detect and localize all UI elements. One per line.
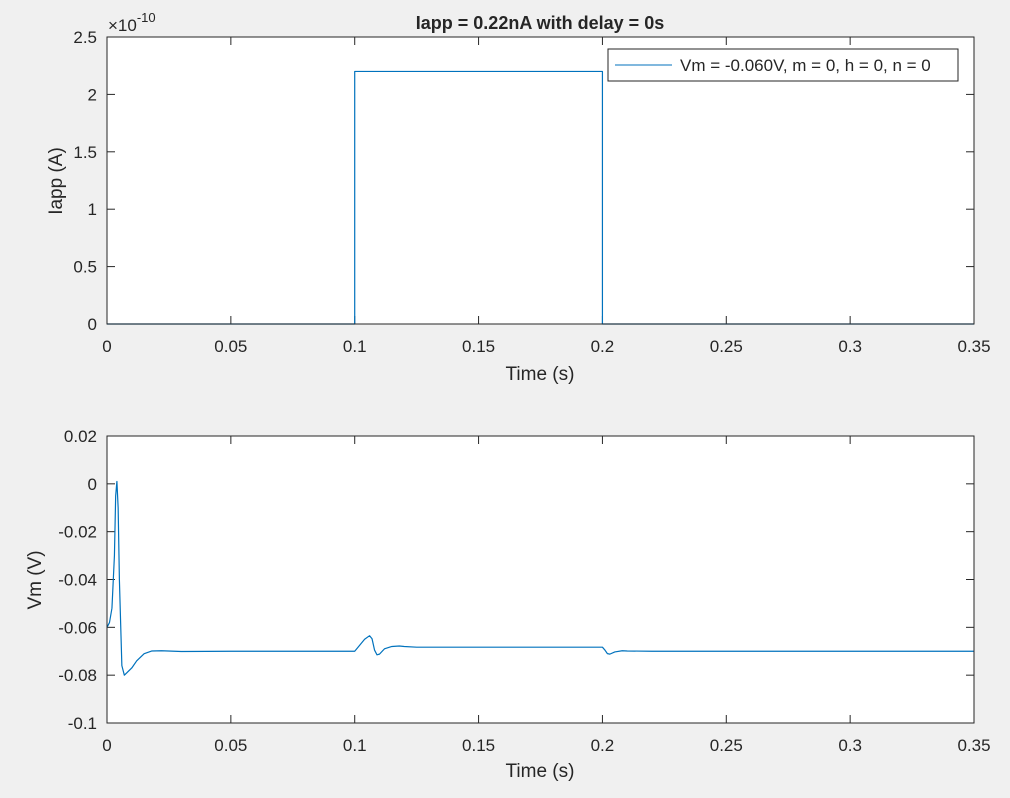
- top-x-tick-label: 0.25: [710, 337, 743, 356]
- top-x-tick-label: 0: [102, 337, 111, 356]
- bottom-y-tick-label: -0.08: [58, 666, 97, 685]
- top-x-tick-label: 0.05: [214, 337, 247, 356]
- bottom-y-tick-label: 0.02: [64, 427, 97, 446]
- top-y-tick-label: 1.5: [73, 143, 97, 162]
- top-x-axis-label: Time (s): [506, 364, 575, 385]
- top-y-axis-label: Iapp (A): [46, 147, 67, 215]
- legend-entry-label: Vm = -0.060V, m = 0, h = 0, n = 0: [680, 56, 931, 75]
- legend: Vm = -0.060V, m = 0, h = 0, n = 0: [607, 48, 959, 82]
- bottom-y-axis-label: Vm (V): [25, 550, 46, 609]
- bottom-axes-box: [106, 435, 975, 724]
- top-x-tick-label: 0.2: [591, 337, 615, 356]
- bottom-x-tick-label: 0.35: [957, 736, 990, 755]
- top-y-tick-label: 1: [88, 200, 97, 219]
- top-axes-ticks: 0 0.05 0.1 0.15 0.2 0.25 0.3 0.35 0 0.5 1 1.5 2 2.5: [73, 28, 990, 356]
- bottom-x-tick-label: 0: [102, 736, 111, 755]
- bottom-x-tick-label: 0.1: [343, 736, 367, 755]
- bottom-y-tick-label: -0.04: [58, 571, 97, 590]
- bottom-axes-lines: [106, 480, 974, 676]
- bottom-x-axis-label: Time (s): [506, 761, 575, 782]
- bottom-x-tick-label: 0.15: [462, 736, 495, 755]
- top-y-tick-label: 0: [88, 315, 97, 334]
- top-y-tick-label: 2.5: [73, 28, 97, 47]
- bottom-y-tick-label: -0.1: [68, 714, 97, 733]
- top-x-tick-label: 0.35: [957, 337, 990, 356]
- bottom-y-tick-label: -0.06: [58, 618, 97, 637]
- bottom-x-tick-label: 0.3: [838, 736, 862, 755]
- bottom-y-tick-label: 0: [88, 475, 97, 494]
- bottom-x-tick-label: 0.05: [214, 736, 247, 755]
- top-x-tick-label: 0.3: [838, 337, 862, 356]
- bottom-series-line: [106, 480, 974, 676]
- top-y-tick-label: 2: [88, 85, 97, 104]
- top-axes-box: [106, 36, 975, 325]
- bottom-y-tick-label: -0.02: [58, 523, 97, 542]
- top-x-tick-label: 0.15: [462, 337, 495, 356]
- top-y-exponent: ×10-10: [108, 10, 156, 35]
- top-x-tick-label: 0.1: [343, 337, 367, 356]
- top-chart-title: Iapp = 0.22nA with delay = 0s: [416, 13, 664, 33]
- top-axes: 0 0.05 0.1 0.15 0.2 0.25 0.3 0.35 0 0.5 1 1.5 2 2.5 I…: [46, 10, 991, 385]
- bottom-x-tick-label: 0.25: [710, 736, 743, 755]
- bottom-axes: 0 0.05 0.1 0.15 0.2 0.25 0.3 0.35 -0.1 -0.08 -0.06…: [25, 427, 991, 782]
- bottom-axes-background: [107, 436, 974, 723]
- top-axes-background: [107, 37, 974, 324]
- bottom-x-tick-label: 0.2: [591, 736, 615, 755]
- top-y-tick-label: 0.5: [73, 258, 97, 277]
